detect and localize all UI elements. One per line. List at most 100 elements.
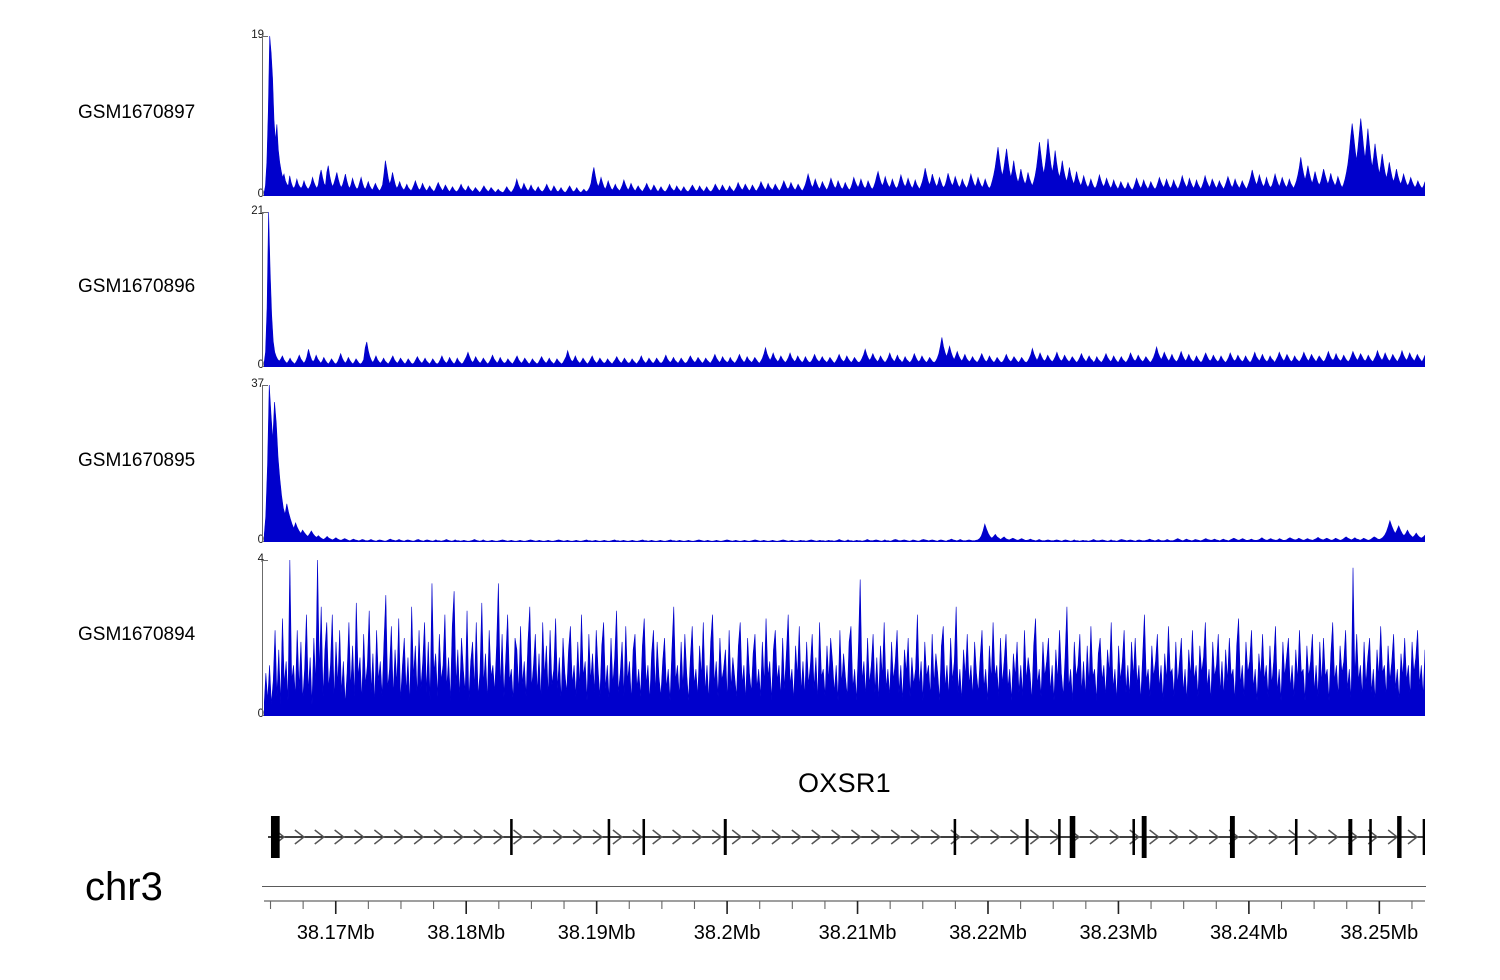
strand-arrow-icon [532, 829, 544, 845]
strand-arrow-icon [811, 829, 822, 845]
strand-arrow-icon [831, 829, 842, 845]
strand-arrow-icon [453, 829, 465, 845]
exon-block[interactable] [642, 819, 646, 855]
gene-track-divider [262, 886, 1426, 887]
chromosome-label: chr3 [85, 865, 163, 909]
strand-arrow-icon [1208, 829, 1220, 845]
strand-arrow-icon [373, 829, 385, 845]
axis-min-label: 0 [257, 708, 264, 720]
axis-min-label: 0 [257, 359, 264, 371]
track-label-GSM1670896[interactable]: GSM1670896 [78, 275, 196, 297]
strand-arrow-icon [791, 829, 803, 845]
strand-arrow-icon [592, 829, 604, 845]
axis-tick-label: 38.25Mb [1340, 922, 1419, 944]
track-row: GSM1670896 21 0 [0, 200, 1500, 373]
strand-arrow-icon [1288, 829, 1299, 845]
strand-arrow-icon [870, 829, 882, 845]
signal-plot-GSM1670897[interactable] [264, 36, 1425, 196]
strand-arrow-icon [731, 829, 743, 845]
signal-plot-GSM1670896[interactable] [264, 212, 1425, 367]
signal-area [264, 385, 1425, 542]
exon-block[interactable] [1025, 819, 1029, 855]
exon-block[interactable] [1369, 819, 1372, 855]
strand-arrow-icon [1109, 829, 1121, 845]
strand-arrow-icon [1407, 829, 1419, 845]
axis-max-label: 37 [251, 378, 264, 390]
strand-arrow-icon [930, 829, 942, 845]
axis-tick-label: 38.22Mb [949, 922, 1027, 944]
strand-arrow-icon [354, 829, 365, 845]
exon-block[interactable] [270, 816, 280, 858]
strand-arrow-icon [294, 829, 306, 845]
axis-tick-label: 38.24Mb [1209, 922, 1288, 944]
strand-arrow-icon [970, 829, 981, 845]
exon-block[interactable] [953, 819, 957, 855]
exon-block[interactable] [1294, 819, 1298, 855]
strand-arrow-icon [1328, 829, 1339, 845]
strand-arrow-icon [1089, 829, 1101, 845]
strand-arrow-icon [890, 829, 902, 845]
strand-arrow-icon [691, 829, 703, 845]
strand-arrow-icon [473, 829, 484, 845]
strand-arrow-icon [1009, 829, 1021, 845]
exon-block[interactable] [1132, 819, 1135, 855]
exon-block[interactable] [1229, 816, 1235, 858]
strand-arrow-icon [493, 829, 504, 845]
signal-area [264, 560, 1425, 716]
axis-tick-label: 38.23Mb [1079, 922, 1158, 944]
strand-arrow-icon [314, 829, 325, 845]
strand-arrow-icon [433, 829, 445, 845]
track-row: GSM1670897 19 0 [0, 0, 1500, 202]
strand-arrow-icon [1029, 829, 1041, 845]
exon-block[interactable] [1069, 816, 1076, 858]
strand-arrow-icon [1149, 829, 1160, 845]
axis-max-label: 21 [251, 205, 264, 217]
strand-arrow-icon [711, 829, 723, 845]
strand-arrow-icon [1188, 829, 1200, 845]
track-label-GSM1670895[interactable]: GSM1670895 [78, 449, 196, 471]
strand-arrow-icon [652, 829, 663, 845]
signal-plot-GSM1670895[interactable] [264, 385, 1425, 542]
strand-arrow-icon [850, 829, 862, 845]
strand-arrow-icon [393, 829, 405, 845]
exon-block[interactable] [510, 819, 513, 855]
exon-block[interactable] [723, 819, 727, 855]
strand-arrow-icon [572, 829, 584, 845]
strand-arrow-icon [334, 829, 345, 845]
strand-arrow-icon [672, 829, 683, 845]
strand-arrow-icon [552, 829, 564, 845]
signal-plot-GSM1670894[interactable] [264, 560, 1425, 716]
strand-arrow-icon [751, 829, 763, 845]
gene-model-track: OXSR1 [0, 760, 1500, 890]
exon-block[interactable] [1058, 819, 1061, 855]
exon-block[interactable] [1397, 816, 1402, 858]
strand-arrow-icon [771, 829, 783, 845]
strand-arrow-icon [1387, 829, 1399, 845]
exon-block[interactable] [1141, 816, 1147, 858]
exon-block[interactable] [607, 819, 611, 855]
axis-tick-label: 38.19Mb [557, 922, 636, 944]
track-label-GSM1670897[interactable]: GSM1670897 [78, 102, 196, 123]
strand-arrow-icon [513, 829, 524, 845]
axis-max-label: 19 [251, 29, 264, 41]
track-row: GSM1670894 4 0 [0, 548, 1500, 722]
axis-min-label: 0 [257, 188, 264, 200]
signal-area [264, 36, 1425, 196]
exon-block[interactable] [1422, 819, 1426, 855]
axis-min-label: 0 [257, 534, 264, 546]
axis-ticks [264, 900, 1425, 920]
axis-tick-label: 38.18Mb [427, 922, 506, 944]
exon-block[interactable] [1348, 819, 1353, 855]
strand-arrow-icon [632, 829, 644, 845]
strand-arrow-icon [413, 829, 425, 845]
track-label-GSM1670894[interactable]: GSM1670894 [78, 624, 196, 645]
gene-model-diagram[interactable] [264, 806, 1426, 868]
strand-arrow-icon [1169, 829, 1180, 845]
axis-max-label: 4 [257, 553, 264, 565]
strand-arrow-icon [1308, 829, 1319, 845]
strand-arrow-icon [1268, 829, 1280, 845]
track-row: GSM1670895 37 0 [0, 372, 1500, 548]
axis-tick-label: 38.21Mb [818, 922, 897, 944]
strand-arrow-icon [1248, 829, 1260, 845]
